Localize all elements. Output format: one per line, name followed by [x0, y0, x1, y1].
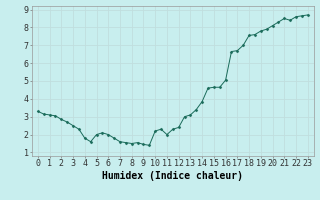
X-axis label: Humidex (Indice chaleur): Humidex (Indice chaleur) — [102, 171, 243, 181]
